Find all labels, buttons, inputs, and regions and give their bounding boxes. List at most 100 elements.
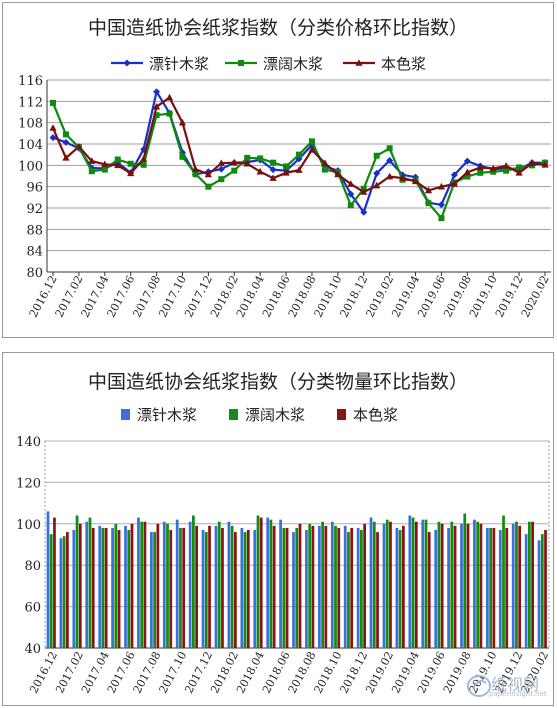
data-point (489, 164, 497, 172)
y-tick-label: 60 (24, 601, 41, 616)
data-point (373, 169, 381, 177)
bar (324, 525, 328, 648)
data-point (191, 165, 200, 172)
volume-bar-chart: 4060801001201402016.122017.022017.042017… (16, 406, 551, 696)
y-tick-label: 120 (16, 476, 41, 491)
legend-label: 漂针木浆 (149, 55, 209, 73)
bar (285, 527, 289, 648)
bar (240, 527, 244, 648)
data-point (205, 183, 212, 190)
bar (518, 525, 522, 648)
legend-label: 漂阔木浆 (263, 55, 323, 73)
volume-index-chart-panel: 中国造纸协会纸浆指数（分类物量环比指数） 40 60 80 100 120 140 2016… (2, 352, 554, 706)
bar (201, 530, 205, 648)
data-point (321, 159, 329, 166)
bar (59, 538, 63, 648)
data-point (166, 110, 173, 117)
data-point (360, 208, 368, 216)
y-tick-label: 100 (16, 518, 41, 533)
bar (437, 521, 441, 648)
bar (453, 525, 457, 648)
bar (114, 523, 118, 648)
bar (75, 515, 79, 648)
bar (356, 527, 360, 648)
data-point (269, 174, 277, 181)
data-point (308, 146, 316, 153)
bar (427, 532, 431, 648)
bar (544, 530, 547, 648)
bar (143, 521, 147, 648)
data-point (179, 153, 186, 160)
data-point (127, 169, 135, 177)
bar (111, 527, 114, 648)
data-point (88, 168, 95, 175)
y-tick-label: 92 (26, 202, 43, 217)
data-point (528, 159, 536, 166)
y-tick-label: 112 (18, 95, 43, 110)
legend-label: 本色浆 (381, 55, 426, 73)
bar (363, 523, 366, 648)
bar (492, 527, 496, 648)
bar (343, 525, 347, 648)
price-index-chart-panel: 中国造纸协会纸浆指数（分类价格环比指数） 80 84 88 92 96 100 104 108… (2, 2, 554, 338)
bar (382, 523, 386, 648)
bar (540, 534, 544, 648)
y-tick-label: 140 (16, 435, 41, 450)
data-point (360, 188, 368, 195)
bar (49, 534, 53, 648)
bar (389, 521, 392, 648)
bar (372, 521, 376, 648)
data-point (476, 163, 484, 171)
bar (421, 519, 425, 648)
y-tick-label: 104 (18, 138, 43, 153)
data-point (282, 169, 290, 176)
bar (188, 521, 192, 648)
legend-marker (355, 59, 363, 66)
bar (179, 527, 182, 648)
bar (192, 515, 195, 648)
data-point (386, 172, 394, 180)
bar (479, 523, 483, 648)
bar (214, 525, 218, 648)
bar (282, 527, 286, 648)
data-point (334, 170, 342, 178)
bar (450, 521, 454, 648)
y-tick-label: 108 (18, 117, 43, 132)
bar (434, 530, 438, 648)
bar (369, 517, 373, 648)
y-tick-label: 80 (24, 559, 41, 574)
bar (127, 530, 131, 648)
data-point (270, 159, 277, 166)
bar (476, 521, 480, 648)
bar (101, 527, 105, 648)
bar (234, 532, 237, 648)
data-point (321, 166, 328, 173)
watermark-logo: 纸视网 paperinsight.net (465, 671, 549, 701)
bar (440, 523, 444, 648)
bar (137, 517, 140, 648)
bar (195, 525, 198, 648)
bar (72, 530, 76, 648)
y-tick-label: 96 (26, 181, 43, 196)
bar (78, 523, 82, 648)
bar (130, 523, 134, 648)
bar (330, 521, 334, 648)
bar (408, 515, 412, 648)
bar (140, 521, 144, 648)
y-tick-label: 84 (26, 245, 43, 260)
data-point (411, 177, 420, 185)
bar (269, 519, 273, 648)
bar (528, 521, 531, 648)
bar (460, 523, 463, 648)
bar (272, 525, 276, 648)
data-point (463, 157, 471, 165)
bar (253, 530, 257, 648)
data-point (62, 154, 70, 161)
bar (463, 513, 467, 648)
bar (156, 523, 160, 648)
legend-swatch (337, 409, 346, 420)
y-tick-label: 88 (26, 223, 43, 238)
bar (230, 525, 234, 648)
data-point (230, 158, 238, 166)
bar (414, 521, 418, 648)
